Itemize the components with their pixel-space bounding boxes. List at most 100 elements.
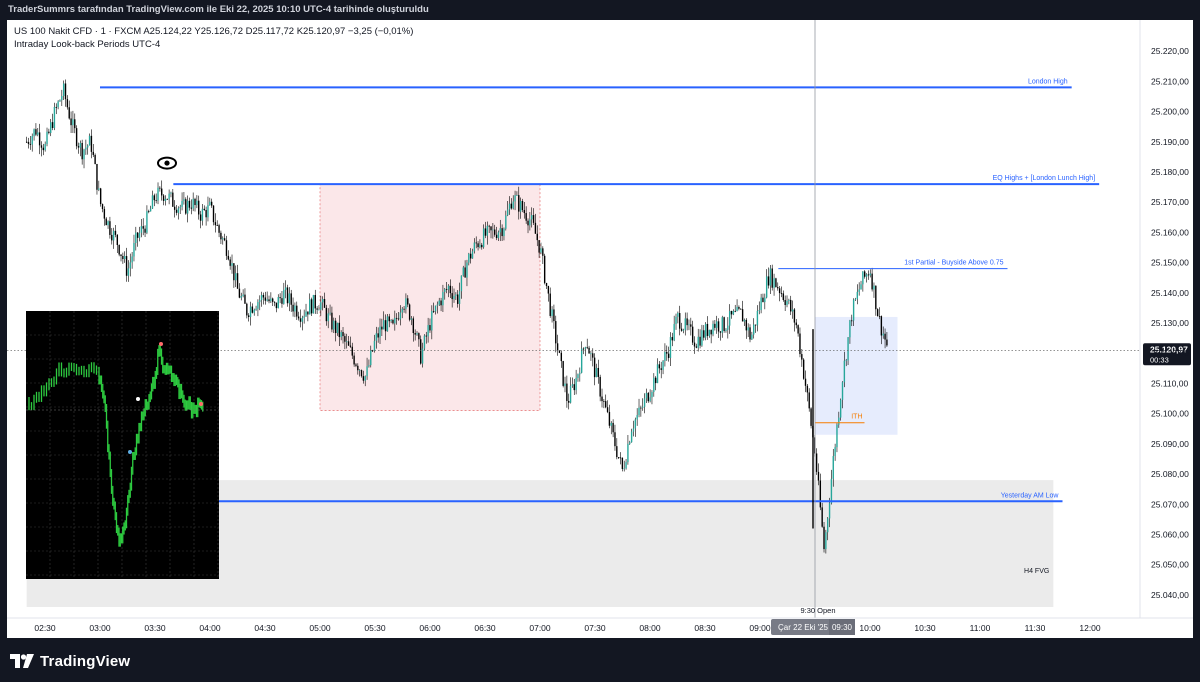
candle-body — [44, 144, 46, 151]
candle-body — [514, 195, 516, 202]
candle-body — [851, 320, 853, 322]
candle-body — [429, 325, 431, 331]
candle-body — [721, 317, 723, 333]
candle-body — [303, 316, 305, 318]
candle-body — [357, 365, 359, 371]
candle-body — [425, 335, 427, 337]
candle-body — [862, 271, 864, 285]
candle-body — [381, 326, 383, 330]
chart-area[interactable]: H4 FVG London High EQ Highs + [London Lun… — [0, 20, 1200, 638]
candle-body — [183, 199, 185, 201]
candle-body — [701, 330, 703, 346]
candle-body — [503, 228, 505, 237]
candle-body — [177, 208, 180, 213]
candle-body — [656, 364, 659, 384]
candle-body — [416, 333, 418, 335]
candle-body — [188, 200, 191, 208]
candle-body — [773, 278, 775, 288]
candle-body — [860, 284, 862, 290]
candle-body — [749, 327, 751, 340]
candle-body — [253, 309, 255, 313]
candle-body — [364, 376, 366, 381]
candle-body — [59, 100, 61, 102]
candle-body — [828, 503, 831, 519]
candle-body — [743, 319, 746, 322]
candle-body — [414, 333, 416, 335]
candle-body — [88, 135, 91, 146]
candle-body — [536, 233, 538, 241]
candle-body — [140, 226, 143, 233]
candle-body — [355, 364, 357, 366]
candle-body — [695, 346, 698, 348]
candle-body — [786, 301, 788, 306]
time-axis[interactable]: 02:30 03:00 03:30 04:00 04:30 05:00 05:30 06:00… — [34, 623, 1101, 633]
candle-body — [440, 300, 442, 306]
candle-body — [101, 204, 104, 210]
price-axis[interactable]: 25.220,00 25.210,00 25.200,00 25.190,00 25.1… — [1151, 46, 1189, 600]
candle-body — [460, 275, 463, 292]
candle-body — [588, 347, 590, 354]
candle-body — [566, 383, 568, 401]
candle-body — [643, 398, 646, 407]
candle-body — [854, 298, 857, 300]
candle-body — [296, 305, 298, 317]
candle-body — [38, 132, 41, 146]
candle-body — [331, 312, 333, 330]
candle-body — [599, 376, 601, 397]
candle-body — [560, 352, 563, 362]
candle-body — [384, 320, 387, 332]
candle-body — [505, 215, 507, 229]
candle-body — [629, 442, 631, 444]
candle-body — [149, 208, 152, 212]
candle-body — [697, 336, 699, 348]
candle-body — [471, 251, 474, 259]
candle-body — [778, 288, 781, 294]
tradingview-logo[interactable]: TradingView — [10, 652, 130, 670]
candle-body — [758, 310, 760, 311]
candle-body — [408, 304, 411, 320]
candle-body — [521, 200, 524, 211]
candle-body — [155, 200, 157, 201]
candle-body — [740, 308, 742, 310]
candle-body — [214, 222, 217, 226]
candle-body — [401, 308, 403, 313]
candle-body — [283, 289, 285, 304]
candle-body — [135, 232, 137, 244]
candle-body — [42, 147, 45, 151]
candle-body — [884, 333, 886, 340]
candle-body — [751, 334, 753, 340]
price-tick-label: 25.180,00 — [1151, 167, 1189, 177]
candle-body — [865, 274, 868, 277]
time-tick-label: 06:30 — [474, 623, 496, 633]
candle-body — [725, 329, 727, 331]
candle-body — [677, 313, 679, 317]
candle-body — [55, 106, 57, 108]
candle-body — [329, 312, 331, 314]
time-tick-label: 03:00 — [89, 623, 111, 633]
candle-body — [349, 345, 352, 347]
candle-body — [834, 447, 836, 457]
candle-body — [490, 226, 492, 231]
time-tick-label: 02:30 — [34, 623, 56, 633]
candle-body — [543, 255, 546, 283]
candle-body — [114, 230, 117, 235]
price-tick-label: 25.140,00 — [1151, 288, 1189, 298]
candle-body — [691, 326, 694, 343]
price-tick-label: 25.120,00 — [1151, 348, 1189, 358]
candle-body — [481, 244, 483, 248]
candle-body — [397, 318, 400, 320]
candle-body — [542, 248, 544, 256]
candle-body — [344, 336, 346, 342]
candle-body — [284, 287, 287, 290]
candle-body — [25, 141, 28, 143]
time-tick-label: 08:30 — [694, 623, 716, 633]
candle-body — [225, 240, 228, 256]
candle-body — [142, 226, 144, 229]
candle-body — [99, 188, 102, 205]
candle-body — [201, 208, 204, 221]
candle-body — [394, 317, 396, 324]
candle-body — [832, 456, 834, 479]
candle-body — [802, 359, 805, 379]
candle-body — [817, 471, 820, 481]
candle-body — [462, 267, 464, 276]
